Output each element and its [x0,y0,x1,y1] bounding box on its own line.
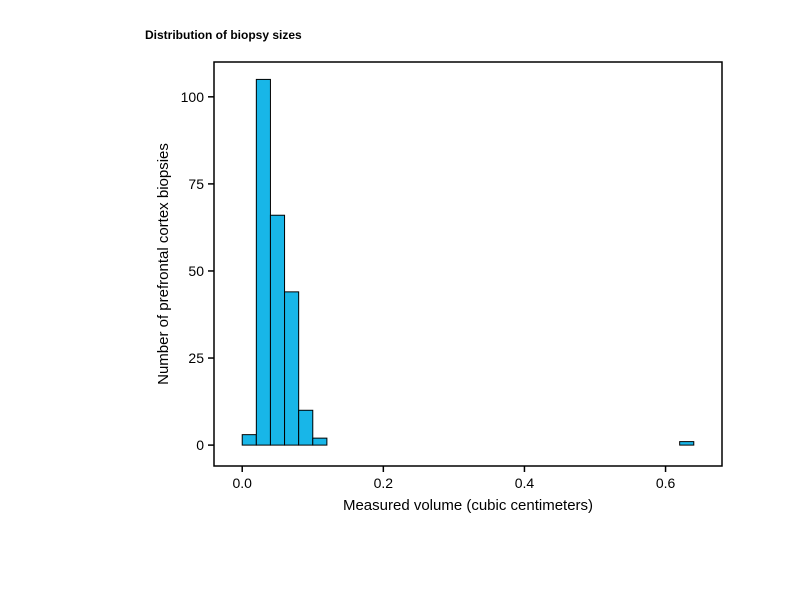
y-axis-label: Number of prefrontal cortex biopsies [155,143,172,385]
y-tick-label: 25 [188,350,204,366]
y-tick-label: 100 [181,89,205,105]
histogram-bar [680,442,694,445]
x-axis-label: Measured volume (cubic centimeters) [343,497,593,514]
histogram-bar [285,292,299,445]
histogram-chart: 0.0 0.2 0.4 0.6 Measured volume (cubic centi… [0,0,800,600]
y-tick-label: 0 [196,437,204,453]
histogram-bar [313,438,327,445]
histogram-bar [299,410,313,445]
histogram-bar [256,79,270,445]
histogram-bar [270,215,284,445]
y-tick-label: 50 [188,263,204,279]
x-tick-label: 0.0 [232,475,252,491]
x-tick-label: 0.2 [374,475,394,491]
y-tick-label: 75 [188,176,204,192]
chart-title: Distribution of biopsy sizes [145,28,302,42]
x-tick-label: 0.4 [515,475,535,491]
x-tick-label: 0.6 [656,475,676,491]
histogram-bar [242,435,256,445]
